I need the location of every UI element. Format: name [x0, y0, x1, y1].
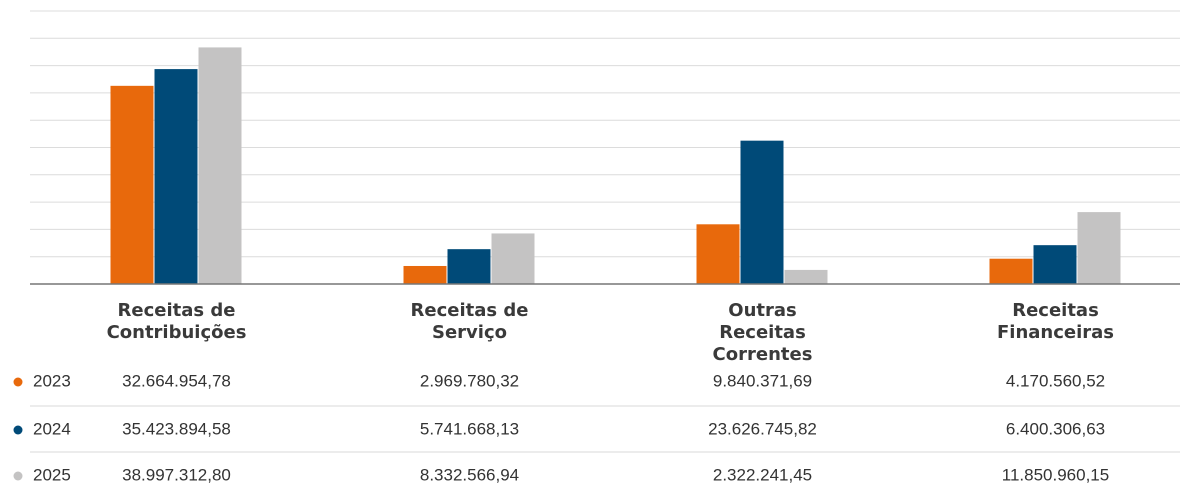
- value-label: 6.400.306,63: [1006, 419, 1105, 438]
- bar: [740, 140, 784, 284]
- legend-label: 2023: [33, 371, 71, 390]
- value-label: 32.664.954,78: [122, 371, 231, 390]
- bar: [696, 224, 740, 284]
- legend-label: 2025: [33, 465, 71, 484]
- bar: [989, 258, 1033, 284]
- legend-dot: [13, 471, 23, 481]
- value-label: 2.969.780,32: [420, 371, 519, 390]
- value-label: 9.840.371,69: [713, 371, 812, 390]
- x-tick-label: Receitas de Serviço: [410, 300, 529, 343]
- value-label: 8.332.566,94: [420, 465, 519, 484]
- legend-dot: [13, 377, 23, 387]
- value-label: 35.423.894,58: [122, 419, 231, 438]
- bar: [1077, 212, 1121, 284]
- value-label: 2.322.241,45: [713, 465, 812, 484]
- legend-dot: [13, 425, 23, 435]
- bar: [784, 269, 828, 284]
- bar: [154, 69, 198, 285]
- x-tick-label: Receitas Financeiras: [996, 300, 1115, 343]
- value-label: 11.850.960,15: [1002, 465, 1109, 484]
- legend-label: 2024: [33, 419, 71, 438]
- value-label: 4.170.560,52: [1006, 371, 1105, 390]
- bar: [447, 249, 491, 284]
- bar: [198, 47, 242, 284]
- value-label: 5.741.668,13: [420, 419, 519, 438]
- bar: [1033, 245, 1077, 284]
- x-tick-label: Receitas de Contribuições: [106, 300, 247, 343]
- bar: [491, 233, 535, 284]
- x-tick-label: Outras Receitas Correntes: [712, 300, 813, 365]
- value-label: 23.626.745,82: [708, 419, 817, 438]
- value-label: 38.997.312,80: [122, 465, 231, 484]
- bar: [110, 85, 154, 284]
- bar: [403, 265, 447, 284]
